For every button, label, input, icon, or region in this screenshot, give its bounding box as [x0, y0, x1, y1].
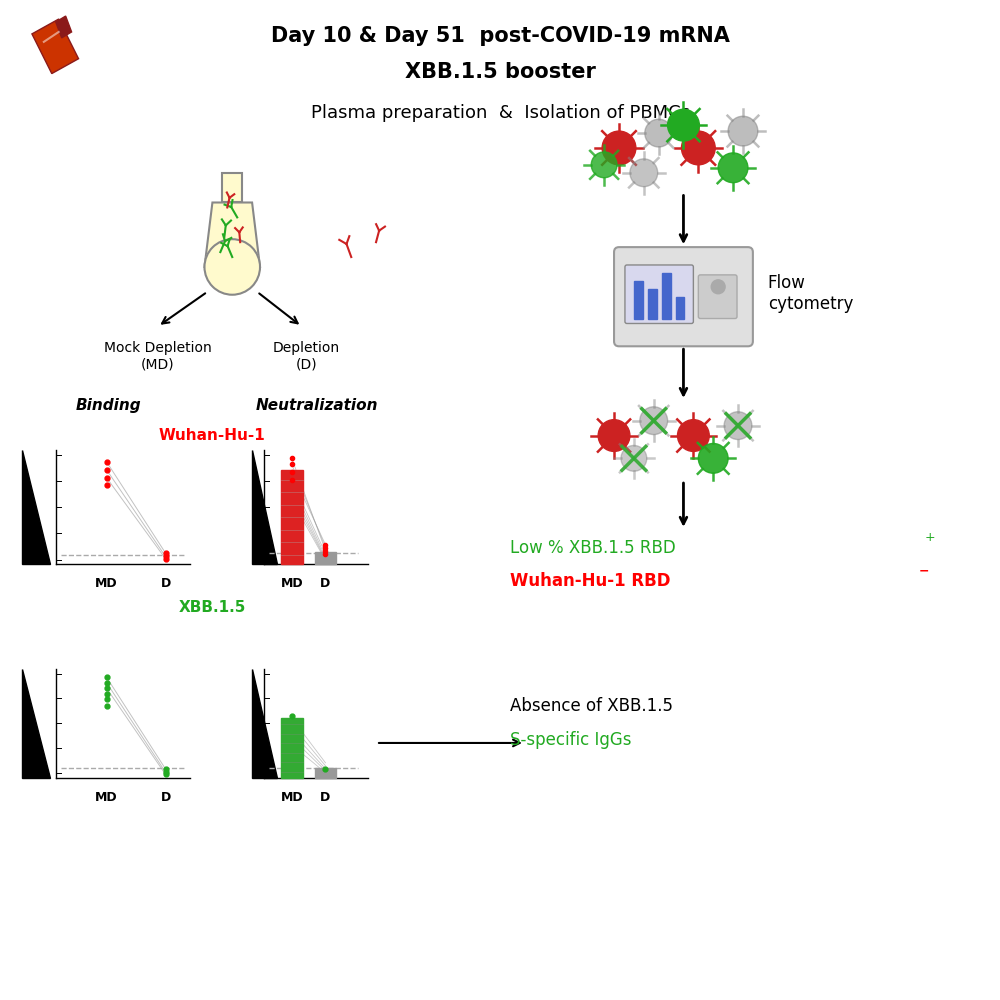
Circle shape [711, 280, 725, 294]
Circle shape [598, 420, 630, 451]
Circle shape [630, 159, 658, 187]
Text: Flow
cytometry: Flow cytometry [768, 274, 853, 313]
FancyBboxPatch shape [698, 275, 737, 319]
Text: D: D [160, 791, 171, 804]
Text: Wuhan-Hu-1 RBD: Wuhan-Hu-1 RBD [510, 572, 670, 590]
FancyBboxPatch shape [648, 289, 657, 319]
Circle shape [668, 109, 699, 141]
Text: Depletion
(D): Depletion (D) [273, 341, 340, 372]
Polygon shape [32, 19, 79, 74]
FancyBboxPatch shape [625, 265, 693, 323]
Polygon shape [252, 669, 277, 778]
FancyBboxPatch shape [315, 768, 336, 778]
FancyBboxPatch shape [676, 297, 684, 319]
Polygon shape [56, 16, 72, 38]
Text: +: + [924, 531, 935, 544]
Text: Low % XBB.1.5 RBD: Low % XBB.1.5 RBD [510, 539, 676, 557]
Text: MD: MD [95, 791, 118, 804]
Text: MD: MD [95, 577, 118, 590]
Text: Neutralization: Neutralization [255, 398, 378, 413]
Text: Day 10 & Day 51  post-COVID-19 mRNA: Day 10 & Day 51 post-COVID-19 mRNA [271, 26, 729, 46]
Circle shape [602, 131, 636, 165]
FancyBboxPatch shape [662, 273, 671, 319]
Circle shape [591, 152, 617, 178]
FancyBboxPatch shape [315, 552, 336, 564]
Circle shape [728, 116, 758, 146]
Circle shape [640, 407, 668, 435]
Text: Plasma preparation  &  Isolation of PBMCs: Plasma preparation & Isolation of PBMCs [311, 104, 690, 122]
Circle shape [681, 131, 715, 165]
Circle shape [678, 420, 709, 451]
Text: XBB.1.5: XBB.1.5 [179, 600, 246, 615]
Polygon shape [204, 202, 260, 267]
FancyBboxPatch shape [281, 718, 303, 778]
Text: Mock Depletion
(MD): Mock Depletion (MD) [104, 341, 212, 372]
Text: −: − [918, 565, 929, 578]
Circle shape [724, 412, 752, 440]
Polygon shape [22, 450, 50, 564]
Polygon shape [222, 173, 242, 202]
FancyBboxPatch shape [634, 281, 643, 319]
Circle shape [718, 153, 748, 183]
Circle shape [698, 443, 728, 473]
Text: XBB.1.5 booster: XBB.1.5 booster [405, 62, 595, 82]
Text: D: D [320, 577, 331, 590]
Text: D: D [320, 791, 331, 804]
Text: Absence of XBB.1.5: Absence of XBB.1.5 [510, 697, 673, 715]
Text: Wuhan-Hu-1: Wuhan-Hu-1 [159, 428, 266, 443]
Text: D: D [160, 577, 171, 590]
Circle shape [645, 119, 673, 147]
Circle shape [204, 239, 260, 295]
FancyBboxPatch shape [614, 247, 753, 346]
Polygon shape [252, 450, 277, 564]
Text: S-specific IgGs: S-specific IgGs [510, 731, 631, 749]
Circle shape [621, 445, 647, 471]
Polygon shape [22, 669, 50, 778]
FancyBboxPatch shape [281, 470, 303, 564]
Text: Binding: Binding [75, 398, 141, 413]
Text: MD: MD [280, 577, 303, 590]
Text: MD: MD [280, 791, 303, 804]
